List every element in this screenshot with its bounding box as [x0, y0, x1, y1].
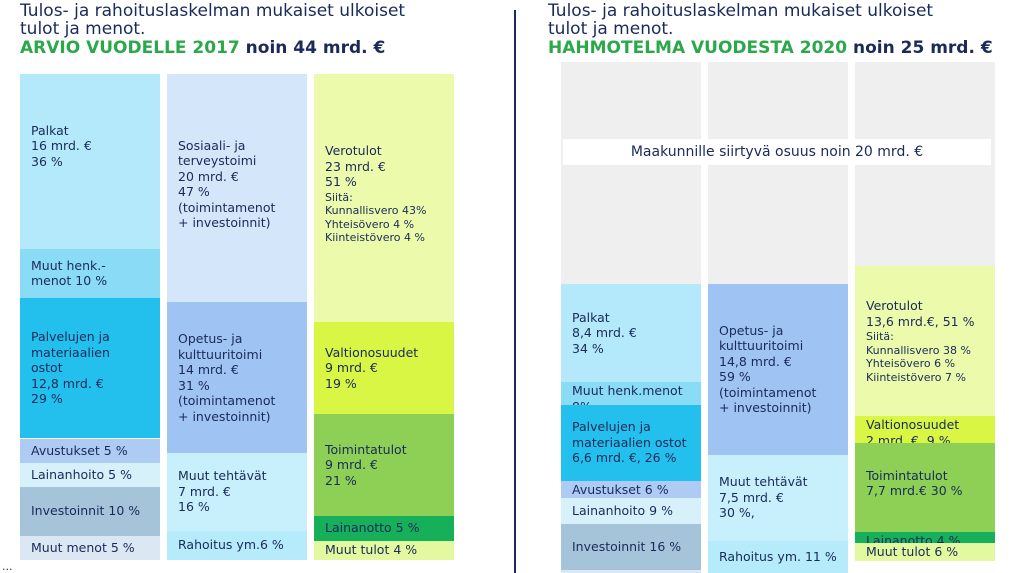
segment-label: Opetus- ja kulttuuritoimi 14,8 mrd. € 59…	[719, 322, 817, 416]
right-menot-1-segment: Muut henk.menot 8%	[561, 382, 701, 406]
left-menot-2-segment: Muut tehtävät 7 mrd. € 16 %	[167, 453, 307, 531]
segment-label: Investoinnit 10 %	[31, 503, 141, 519]
left-tulot-segment: Verotulot 23 mrd. € 51 % Siitä: Kunnallis…	[314, 74, 454, 322]
segment-label: Muut menot 5 %	[31, 539, 135, 555]
segment-label: Muut tehtävät 7 mrd. € 16 %	[178, 468, 267, 515]
left-subtitle-total: noin 44 mrd. €	[245, 38, 386, 58]
segment-label: Sosiaali- ja terveystoimi 20 mrd. € 47 %…	[178, 137, 276, 231]
left-subtitle-highlight: ARVIO VUODELLE 2017	[20, 38, 240, 58]
right-panel-title: Tulos- ja rahoituslaskelman mukaiset ulk…	[548, 1, 934, 39]
right-panel-subtitle: HAHMOTELMA VUODESTA 2020 noin 25 mrd. €	[548, 38, 993, 58]
segment-label: Opetus- ja kulttuuritoimi 14 mrd. € 31 %…	[178, 331, 276, 424]
right-menot-2-segment: Muut tehtävät 7,5 mrd. € 30 %,	[708, 454, 848, 542]
left-panel-subtitle: ARVIO VUODELLE 2017 noin 44 mrd. €	[20, 38, 385, 58]
transfer-share-label: Maakunnille siirtyvä osuus noin 20 mrd. …	[563, 139, 991, 165]
segment-label: Muut henk.menot 8%	[572, 383, 683, 405]
segment-label: Lainanotto 4 %	[866, 532, 961, 544]
segment-label: Palkat 8,4 mrd. € 34 %	[572, 309, 637, 356]
segment-label: Valtionosuudet 9 mrd. € 19 %	[325, 344, 419, 391]
segment-label: Avustukset 5 %	[31, 442, 128, 458]
segment-label: Valtionosuudet 2 mrd. €, 9 %	[866, 417, 960, 443]
right-menot-2-segment: Opetus- ja kulttuuritoimi 14,8 mrd. € 59…	[708, 284, 848, 455]
right-tulot-segment: Toimintatulot 7,7 mrd.€ 30 %	[855, 443, 995, 532]
left-menot-1-segment: Palkat 16 mrd. € 36 %	[20, 74, 160, 249]
segment-sublabel: Siitä: Kunnallisvero 43% Yhteisövero 4 %…	[325, 190, 427, 245]
left-menot-1-segment: Avustukset 5 %	[20, 438, 160, 463]
left-menot-1-segment: Palvelujen ja materiaalien ostot 12,8 mr…	[20, 297, 160, 439]
segment-label: Rahoitus ym. 11 %	[719, 549, 837, 565]
right-menot-1-segment: Investoinnit 16 %	[561, 523, 701, 571]
right-menot-2-segment: Rahoitus ym. 11 %	[708, 541, 848, 573]
segment-label: Verotulot 23 mrd. € 51 % Siitä: Kunnallis…	[325, 143, 427, 245]
segment-label: Muut menot 1 %	[572, 571, 676, 573]
right-menot-1-segment: Muut menot 1 %	[561, 570, 701, 573]
right-subtitle-highlight: HAHMOTELMA VUODESTA 2020	[548, 38, 848, 58]
footer-ellipsis: ...	[2, 560, 13, 573]
left-menot-1-segment: Lainanhoito 5 %	[20, 462, 160, 488]
right-menot-1-segment: Palkat 8,4 mrd. € 34 %	[561, 284, 701, 383]
left-menot-1-segment: Muut menot 5 %	[20, 535, 160, 560]
panel-divider	[514, 10, 516, 573]
segment-label: Lainanhoito 9 %	[572, 502, 673, 518]
left-tulot-segment: Muut tulot 4 %	[314, 540, 454, 560]
segment-label: Toimintatulot 7,7 mrd.€ 30 %	[866, 467, 963, 499]
left-menot-1-segment: Investoinnit 10 %	[20, 487, 160, 536]
segment-label: Avustukset 6 %	[572, 481, 669, 497]
left-menot-2-segment: Opetus- ja kulttuuritoimi 14 mrd. € 31 %…	[167, 302, 307, 454]
segment-label: Palvelujen ja materiaalien ostot 6,6 mrd…	[572, 419, 687, 466]
right-tulot-segment: Muut tulot 6 %	[855, 543, 995, 561]
segment-label: Muut tehtävät 7,5 mrd. € 30 %,	[719, 474, 808, 521]
left-tulot-segment: Toimintatulot 9 mrd. € 21 %	[314, 414, 454, 517]
right-menot-1-segment: Avustukset 6 %	[561, 480, 701, 498]
left-panel-title: Tulos- ja rahoituslaskelman mukaiset ulk…	[20, 1, 406, 39]
segment-label: Muut tulot 4 %	[325, 542, 418, 558]
left-menot-1-segment: Muut henk.- menot 10 %	[20, 248, 160, 298]
left-tulot-segment: Valtionosuudet 9 mrd. € 19 %	[314, 321, 454, 415]
segment-label: Toimintatulot 9 mrd. € 21 %	[325, 441, 407, 488]
segment-label: Muut henk.- menot 10 %	[31, 257, 108, 289]
segment-label: Palvelujen ja materiaalien ostot 12,8 mr…	[31, 329, 110, 407]
right-tulot-segment: Valtionosuudet 2 mrd. €, 9 %	[855, 416, 995, 443]
left-column-tulot: Verotulot 23 mrd. € 51 % Siitä: Kunnallis…	[314, 74, 454, 560]
left-column-menot-1: Palkat 16 mrd. € 36 % Muut henk.- menot 1…	[20, 74, 160, 560]
left-menot-2-segment: Sosiaali- ja terveystoimi 20 mrd. € 47 %…	[167, 74, 307, 303]
segment-label: Muut tulot 6 %	[866, 544, 959, 560]
left-menot-2-segment: Rahoitus ym.6 %	[167, 530, 307, 560]
left-tulot-segment: Lainanotto 5 %	[314, 516, 454, 541]
segment-label: Lainanotto 5 %	[325, 520, 420, 536]
right-tulot-segment: Lainanotto 4 %	[855, 531, 995, 544]
right-tulot-segment: Verotulot 13,6 mrd.€, 51 % Siitä: Kunnall…	[855, 266, 995, 417]
right-column-tulot: Verotulot 13,6 mrd.€, 51 % Siitä: Kunnall…	[855, 62, 995, 561]
right-menot-1-segment: Palvelujen ja materiaalien ostot 6,6 mrd…	[561, 405, 701, 481]
right-menot-1-segment: Lainanhoito 9 %	[561, 497, 701, 524]
segment-label: Lainanhoito 5 %	[31, 466, 132, 482]
segment-label: Rahoitus ym.6 %	[178, 537, 284, 553]
segment-label: Verotulot 13,6 mrd.€, 51 % Siitä: Kunnall…	[866, 298, 975, 384]
segment-sublabel: Siitä: Kunnallisvero 38 % Yhteisövero 6 …	[866, 330, 971, 384]
right-subtitle-total: noin 25 mrd. €	[852, 38, 993, 58]
segment-label: Investoinnit 16 %	[572, 538, 682, 554]
left-column-menot-2: Sosiaali- ja terveystoimi 20 mrd. € 47 %…	[167, 74, 307, 560]
segment-label: Palkat 16 mrd. € 36 %	[31, 122, 92, 169]
